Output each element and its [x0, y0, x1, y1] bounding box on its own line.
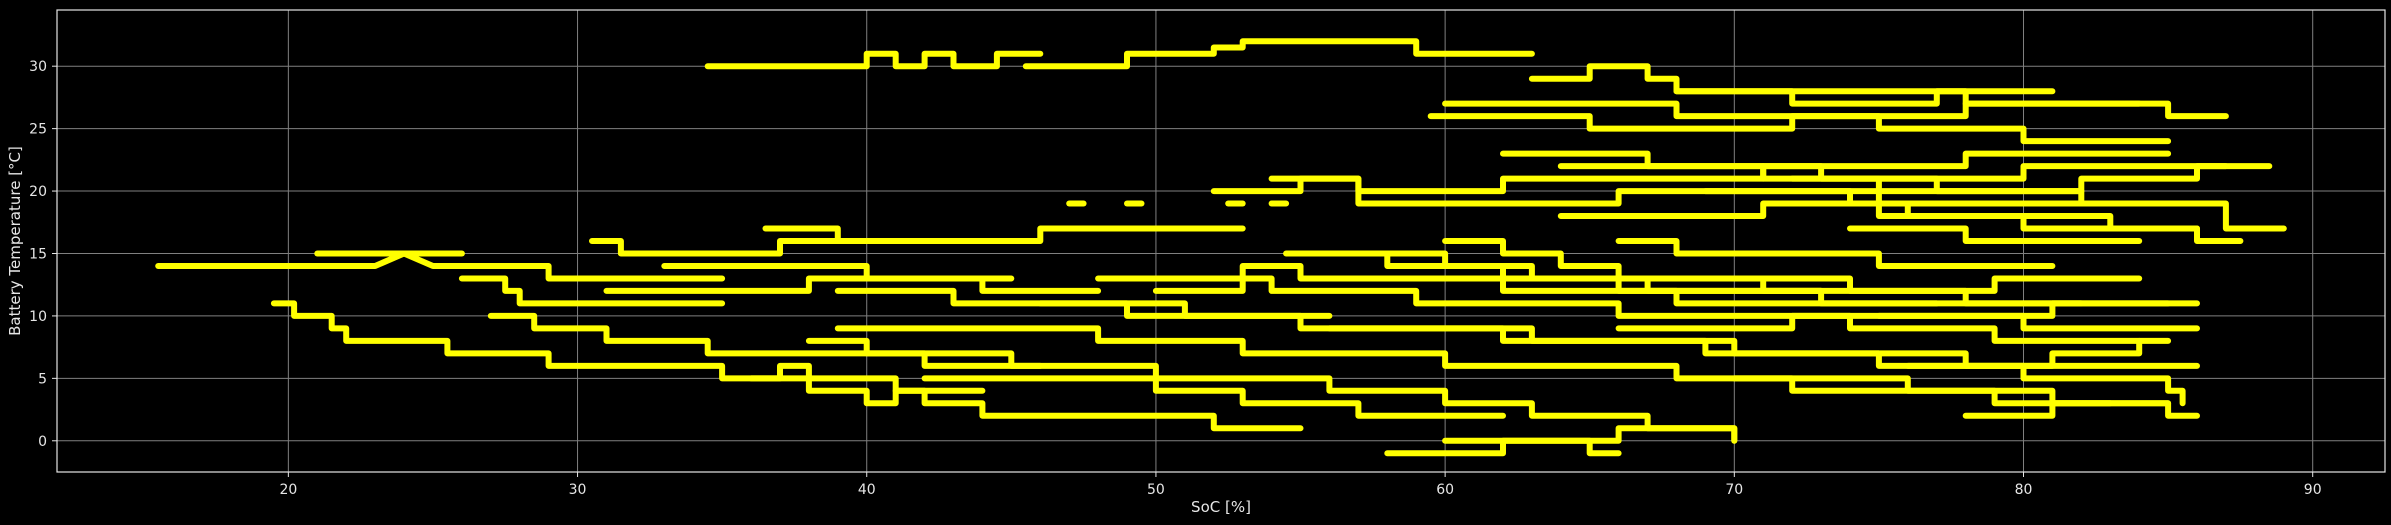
data-trace — [155, 250, 726, 282]
y-tick-label: 5 — [38, 371, 47, 387]
x-tick-label: 40 — [858, 482, 876, 498]
data-trace — [1557, 200, 2244, 244]
y-tick-label: 30 — [29, 59, 47, 75]
data-trace — [1442, 100, 2172, 145]
y-tick-label: 15 — [29, 246, 47, 262]
y-axis-label: Battery Temperature [°C] — [6, 146, 24, 336]
data-trace — [1210, 175, 2200, 207]
data-trace — [1369, 250, 1825, 294]
data-trace — [1789, 163, 2229, 195]
data-trace — [1557, 163, 2287, 232]
data-trace — [1962, 400, 2200, 419]
x-axis-label: SoC [%] — [1191, 498, 1251, 516]
x-tick-label: 80 — [2015, 482, 2033, 498]
data-trace — [487, 312, 1044, 369]
data-trace — [1326, 325, 2200, 369]
data-trace — [704, 50, 1044, 70]
data-trace — [589, 225, 1246, 257]
data-trace — [1702, 188, 2200, 232]
x-tick-label: 70 — [1725, 482, 1743, 498]
tick-labels: 20 30 40 50 60 70 80 90 0 5 10 15 20 25 30 — [29, 59, 2321, 498]
data-trace — [1528, 63, 2143, 107]
data-trace — [1095, 275, 2143, 344]
data-trace — [661, 263, 1102, 294]
y-tick-label: 25 — [29, 122, 47, 138]
y-tick-label: 0 — [38, 434, 47, 450]
data-trace — [1427, 100, 2229, 132]
data-trace — [1875, 300, 2200, 319]
data-trace — [1847, 225, 2143, 244]
data-trace — [921, 375, 1506, 419]
data-trace — [1500, 150, 2273, 182]
y-tick-label: 20 — [29, 184, 47, 200]
data-trace — [1442, 425, 1738, 444]
x-tick-label: 60 — [1436, 482, 1454, 498]
data-trace — [762, 225, 986, 244]
data-trace — [270, 300, 986, 394]
x-tick-label: 50 — [1147, 482, 1165, 498]
data-trace — [1152, 263, 1940, 307]
data-trace — [458, 275, 726, 307]
data-trace — [1615, 238, 2056, 269]
data-trace — [1037, 300, 2186, 407]
data-trace — [1673, 88, 2056, 107]
data-trace — [1022, 38, 1535, 70]
data-trace — [1268, 150, 2172, 195]
data-trace — [1644, 275, 2143, 294]
y-tick-label: 10 — [29, 309, 47, 325]
data-trace — [1904, 337, 2172, 369]
x-tick-label: 20 — [279, 482, 297, 498]
data-trace — [1442, 238, 2172, 307]
x-tick-label: 90 — [2304, 482, 2322, 498]
data-trace — [805, 337, 1738, 444]
axes-frame — [56, 9, 2386, 473]
data-series — [155, 38, 2287, 457]
x-tick-label: 30 — [569, 482, 587, 498]
data-trace — [748, 362, 1304, 432]
